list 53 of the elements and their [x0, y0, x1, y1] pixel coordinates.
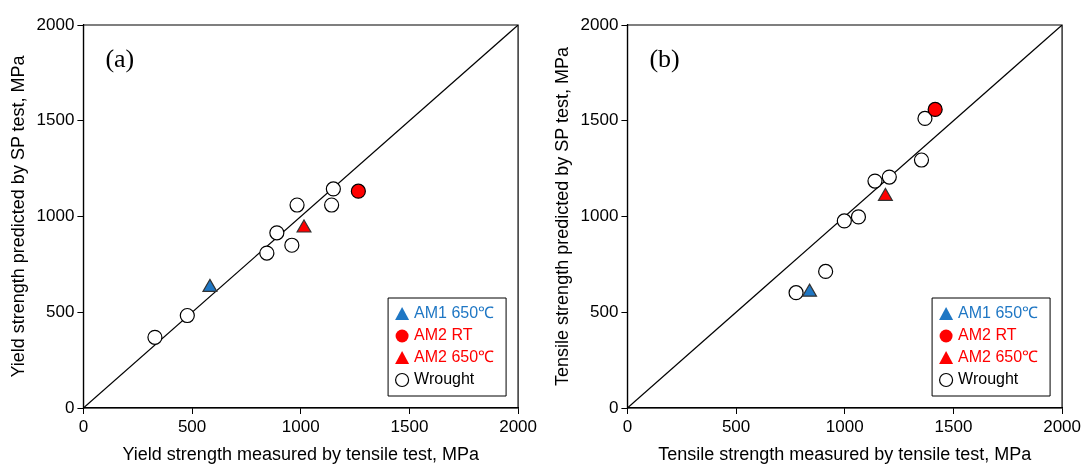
point	[927, 101, 943, 118]
point	[147, 329, 163, 345]
annotation: (a)	[105, 43, 135, 73]
y-tick-label: 0	[608, 397, 619, 417]
x-tick-label: 1000	[825, 416, 864, 436]
point	[325, 181, 341, 197]
x-tick-label: 0	[622, 416, 633, 436]
y-axis-title: Yield strength predicted by SP test, MPa	[7, 54, 28, 378]
y-tick-label: 1500	[580, 110, 619, 130]
x-axis-title: Yield strength measured by tensile test, MPa	[122, 444, 480, 465]
point	[289, 197, 305, 213]
y-tick-label: 1000	[580, 206, 619, 226]
x-tick-label: 1000	[281, 416, 320, 436]
legend-label: Wrought	[414, 370, 475, 388]
point	[867, 173, 883, 189]
point	[284, 237, 300, 253]
legend-label: AM2 650℃	[414, 348, 495, 366]
point	[269, 225, 285, 241]
y-tick-label: 500	[590, 301, 619, 321]
y-tick-label: 2000	[580, 14, 619, 34]
y-tick-label: 0	[64, 397, 75, 417]
y-tick-label: 500	[46, 301, 75, 321]
legend-label: AM1 650℃	[958, 304, 1039, 322]
annotation: (b)	[649, 43, 680, 73]
point	[296, 219, 312, 233]
point	[850, 209, 867, 225]
legend-label: AM2 RT	[414, 326, 473, 344]
x-tick-label: 500	[721, 416, 751, 436]
legend-label: AM1 650℃	[414, 304, 495, 322]
point	[818, 263, 834, 280]
point	[913, 152, 930, 168]
point	[836, 213, 852, 229]
point	[324, 197, 340, 213]
x-tick-label: 500	[177, 416, 207, 436]
x-tick-label: 2000	[1043, 416, 1081, 436]
point	[259, 245, 275, 261]
x-tick-label: 1500	[934, 416, 973, 436]
legend-label: AM2 RT	[958, 326, 1017, 344]
legend-label: Wrought	[958, 370, 1019, 388]
legend-label: AM2 650℃	[958, 348, 1039, 366]
point	[788, 285, 804, 301]
y-tick-label: 1500	[36, 110, 75, 130]
x-axis-title: Tensile strength measured by tensile test, MPa	[658, 444, 1033, 465]
point	[917, 110, 933, 127]
point	[179, 307, 195, 324]
point	[881, 169, 897, 185]
x-tick-label: 0	[78, 416, 89, 436]
y-tick-label: 1000	[36, 206, 75, 226]
x-tick-label: 1500	[390, 416, 429, 436]
x-tick-label: 2000	[499, 416, 537, 436]
y-tick-label: 2000	[36, 14, 75, 34]
point	[350, 183, 366, 199]
y-axis-title: Tensile strength predicted by SP test, MPa	[551, 46, 572, 386]
